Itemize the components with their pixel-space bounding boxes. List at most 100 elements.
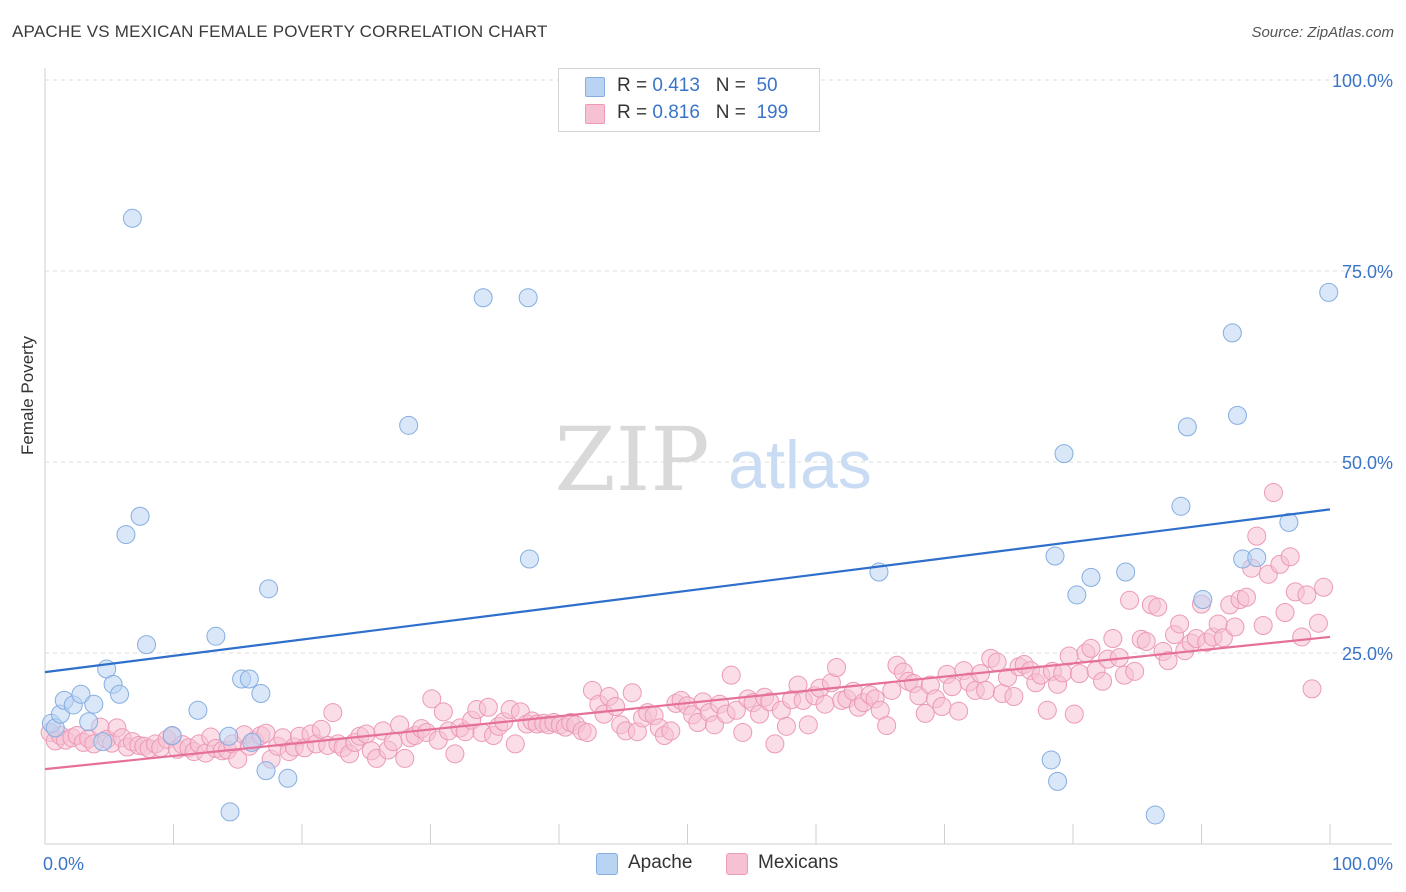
legend-n-value: 50 <box>756 75 778 96</box>
mexicans-point <box>1069 664 1089 684</box>
axes <box>44 68 1392 845</box>
chart-source: Source: ZipAtlas.com <box>1251 24 1394 41</box>
mexicans-swatch <box>585 104 605 124</box>
legend-r-label: R = <box>617 75 648 96</box>
mexicans-point <box>1275 603 1295 623</box>
tick-labels: 25.0% 50.0% 75.0% 100.0% 0.0% 100.0% <box>43 71 1393 874</box>
apache-point <box>1054 444 1074 464</box>
mexicans-point <box>976 680 996 700</box>
bottom-legend-mexicans-label: Mexicans <box>758 852 839 873</box>
mexicans-point <box>577 722 597 742</box>
mexicans-point <box>1292 627 1312 647</box>
apache-point <box>1116 562 1136 582</box>
mexicans-point <box>942 677 962 697</box>
apache-point <box>518 288 538 308</box>
apache-point <box>251 683 271 703</box>
apache-point <box>1041 750 1061 770</box>
mexicans-point <box>1037 700 1057 720</box>
apache-point <box>220 802 240 822</box>
mexicans-point <box>622 683 642 703</box>
trend-lines <box>44 508 1331 771</box>
apache-point <box>259 579 279 599</box>
mexicans-point <box>932 696 952 716</box>
legend-n-value: 199 <box>756 102 789 123</box>
legend-r-value: 0.816 <box>652 102 700 123</box>
mexicans-point <box>1158 651 1178 671</box>
mexicans-point <box>422 689 442 709</box>
legend-r-label: R = <box>617 102 648 123</box>
mexicans-point <box>1053 663 1073 683</box>
apache-point <box>116 525 136 545</box>
mexicans-point <box>390 715 410 735</box>
mexicans-point <box>1297 585 1317 605</box>
watermark: ZIP atlas <box>554 408 871 511</box>
bottom-legend-apache-label: Apache <box>628 852 693 873</box>
mexicans-point <box>915 703 935 723</box>
mexicans-point <box>445 744 465 764</box>
apache-point <box>473 288 493 308</box>
stats-legend: R = 0.413 N = 50 R = 0.816 N = 199 <box>558 68 820 132</box>
mexicans-point <box>987 652 1007 672</box>
mexicans-point <box>1225 617 1245 637</box>
apache-point <box>1177 417 1197 437</box>
apache-point <box>110 684 130 704</box>
x-tick-label: 0.0% <box>43 854 84 874</box>
mexicans-point <box>765 734 785 754</box>
watermark-zip: ZIP <box>554 408 709 511</box>
apache-point <box>122 208 142 228</box>
apache-trend-line <box>44 508 1331 674</box>
mexicans-point <box>1004 687 1024 707</box>
x-tick-label: 100.0% <box>1332 854 1393 874</box>
apache-point <box>1171 496 1191 516</box>
mexicans-trend-line <box>44 635 1331 771</box>
mexicans-point <box>1103 628 1123 648</box>
y-tick-label: 100.0% <box>1332 71 1393 91</box>
apache-points <box>41 208 1339 825</box>
apache-point <box>71 684 91 704</box>
mexicans-point <box>1236 587 1256 607</box>
legend-r-value: 0.413 <box>652 75 700 96</box>
mexicans-point <box>1125 661 1145 681</box>
legend-n-label: N = <box>715 102 746 123</box>
mexicans-point <box>356 724 376 744</box>
mexicans-point <box>478 697 498 717</box>
apache-point <box>79 712 99 732</box>
legend-n-label: N = <box>715 75 746 96</box>
mexicans-point <box>1170 614 1190 634</box>
mexicans-point <box>1247 526 1267 546</box>
apache-point <box>1279 512 1299 532</box>
apache-point <box>1145 805 1165 825</box>
mexicans-point <box>949 701 969 721</box>
mexicans-point <box>383 732 403 752</box>
apache-point <box>1222 323 1242 343</box>
mexicans-point <box>1302 679 1322 699</box>
mexicans-point <box>606 696 626 716</box>
mexicans-point <box>1064 704 1084 724</box>
apache-point <box>188 700 208 720</box>
apache-swatch <box>596 853 618 875</box>
mexicans-point <box>721 665 741 685</box>
apache-point <box>1193 590 1213 610</box>
y-axis-label: Female Poverty <box>18 335 37 455</box>
y-tick-label: 75.0% <box>1342 262 1393 282</box>
mexicans-swatch <box>726 853 748 875</box>
mexicans-point <box>1120 590 1140 610</box>
apache-point <box>256 761 276 781</box>
mexicans-point <box>433 702 453 722</box>
mexicans-points <box>40 483 1334 769</box>
apache-point <box>519 549 539 569</box>
apache-point <box>239 669 259 689</box>
mexicans-point <box>661 721 681 741</box>
mexicans-point <box>798 715 818 735</box>
apache-point <box>1081 567 1101 587</box>
mexicans-point <box>776 716 796 736</box>
mexicans-point <box>505 734 525 754</box>
mexicans-point <box>827 658 847 678</box>
apache-point <box>1067 585 1087 605</box>
mexicans-point <box>1081 638 1101 658</box>
apache-point <box>1045 546 1065 566</box>
apache-point <box>130 506 150 526</box>
apache-point <box>137 635 157 655</box>
apache-point <box>1319 282 1339 302</box>
